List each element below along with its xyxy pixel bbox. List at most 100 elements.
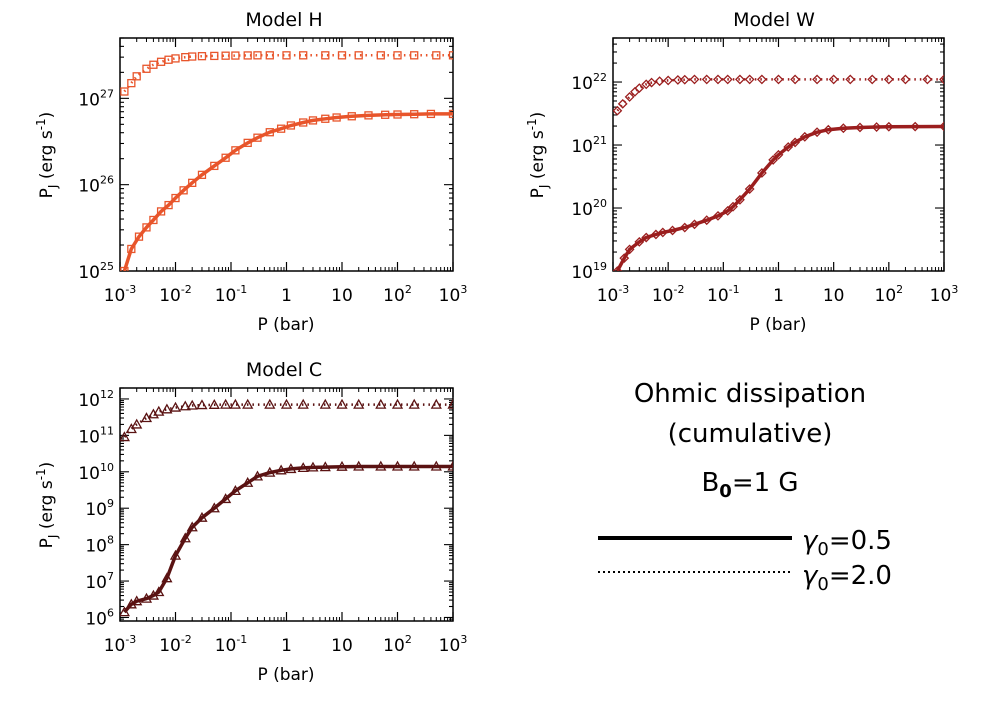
x-tick-label: 10-2 bbox=[159, 633, 192, 656]
data-point bbox=[186, 399, 198, 410]
panel-title: Model C bbox=[246, 359, 322, 381]
legend-b0-base: B bbox=[701, 468, 719, 498]
data-point bbox=[299, 118, 308, 127]
data-point bbox=[231, 51, 240, 60]
data-point bbox=[319, 461, 331, 472]
data-point bbox=[188, 178, 197, 187]
data-point bbox=[208, 502, 220, 513]
data-point bbox=[790, 74, 801, 85]
data-point bbox=[689, 219, 700, 230]
plot-frame bbox=[119, 387, 454, 622]
data-point bbox=[297, 462, 309, 473]
x-tick-label: 1 bbox=[773, 286, 784, 306]
x-axis-label: P (bar) bbox=[257, 315, 314, 335]
data-point bbox=[855, 122, 865, 133]
panel-model-c: Model C P (bar) PJ (erg s-1) 10-3 10-2 10-… bbox=[34, 359, 467, 685]
data-point bbox=[307, 461, 319, 472]
data-point bbox=[208, 399, 220, 409]
data-point bbox=[161, 572, 173, 583]
data-point bbox=[265, 128, 274, 137]
x-tick-label: 10-3 bbox=[104, 283, 137, 306]
data-point bbox=[164, 200, 173, 210]
data-point bbox=[264, 466, 276, 477]
legend-b0-sub: 0 bbox=[719, 481, 732, 502]
data-point bbox=[756, 168, 767, 178]
legend-gamma-sub: 0 bbox=[817, 574, 828, 595]
data-point bbox=[613, 105, 623, 116]
data-point bbox=[353, 460, 365, 471]
data-point bbox=[728, 201, 738, 212]
data-point bbox=[613, 266, 623, 271]
data-point bbox=[768, 155, 779, 165]
x-tick-label: 1 bbox=[281, 286, 292, 306]
series-group bbox=[613, 74, 944, 271]
x-tick-label: 10-3 bbox=[597, 283, 630, 306]
legend-b0-rest: =1 G bbox=[732, 468, 799, 498]
data-point bbox=[783, 142, 794, 152]
data-point bbox=[701, 74, 712, 85]
plot-frame bbox=[119, 37, 454, 272]
data-point bbox=[654, 76, 665, 87]
legend-item-solid: γ0=0.5 bbox=[802, 526, 892, 560]
y-axis-label: PJ (erg s-1) bbox=[525, 112, 551, 199]
data-point bbox=[828, 74, 839, 85]
data-point bbox=[634, 83, 645, 94]
data-point bbox=[282, 51, 291, 60]
series-line-dotted bbox=[123, 54, 453, 93]
data-point bbox=[354, 51, 363, 60]
data-point bbox=[364, 111, 373, 120]
data-point bbox=[722, 205, 733, 216]
data-point bbox=[321, 114, 330, 123]
x-tick-label: 10-2 bbox=[652, 283, 685, 306]
data-point bbox=[391, 398, 404, 409]
panel-title: Model W bbox=[733, 9, 815, 31]
x-tick-label: 10 bbox=[331, 636, 353, 656]
data-point bbox=[179, 186, 188, 195]
x-tick-label: 1 bbox=[281, 636, 292, 656]
data-point bbox=[153, 586, 165, 597]
data-point bbox=[347, 112, 356, 121]
data-point bbox=[838, 123, 849, 134]
data-point bbox=[773, 74, 784, 85]
data-point bbox=[410, 51, 419, 60]
data-point bbox=[242, 476, 254, 487]
data-point bbox=[319, 398, 331, 409]
data-point bbox=[131, 595, 143, 606]
data-point bbox=[871, 122, 882, 132]
data-point bbox=[120, 606, 131, 617]
data-point bbox=[286, 121, 296, 130]
series-line-solid bbox=[123, 464, 453, 614]
data-point bbox=[393, 110, 402, 119]
panel-model-w: Model W P (bar) PJ (erg s-1) 10-3 10-2 10-… bbox=[525, 9, 958, 335]
data-point bbox=[432, 51, 441, 60]
data-point bbox=[735, 74, 745, 85]
legend-gamma: γ bbox=[802, 526, 819, 556]
data-point bbox=[120, 431, 131, 442]
data-point bbox=[744, 74, 755, 85]
data-point bbox=[171, 193, 180, 203]
data-point bbox=[161, 403, 173, 414]
data-point bbox=[186, 521, 198, 532]
data-point bbox=[672, 75, 683, 85]
y-tick-label: 1010 bbox=[78, 461, 114, 484]
x-tick-label: 10-1 bbox=[707, 283, 740, 306]
data-point bbox=[188, 52, 197, 61]
x-tick-label: 103 bbox=[439, 633, 468, 656]
data-point bbox=[900, 74, 911, 85]
data-point bbox=[169, 549, 182, 560]
y-tick-label: 1011 bbox=[78, 424, 114, 447]
x-tick-label: 103 bbox=[930, 283, 959, 306]
data-point bbox=[210, 161, 219, 171]
data-point bbox=[375, 460, 387, 471]
data-point bbox=[939, 121, 944, 132]
data-point bbox=[722, 74, 733, 85]
data-point bbox=[131, 418, 143, 429]
data-point bbox=[134, 232, 144, 241]
data-point bbox=[381, 110, 390, 119]
data-point bbox=[713, 210, 723, 221]
x-tick-label: 10-3 bbox=[104, 633, 137, 656]
data-point bbox=[231, 146, 240, 155]
x-tick-label: 10 bbox=[331, 286, 353, 306]
data-point bbox=[220, 398, 232, 409]
y-tick-label: 1020 bbox=[571, 197, 607, 220]
